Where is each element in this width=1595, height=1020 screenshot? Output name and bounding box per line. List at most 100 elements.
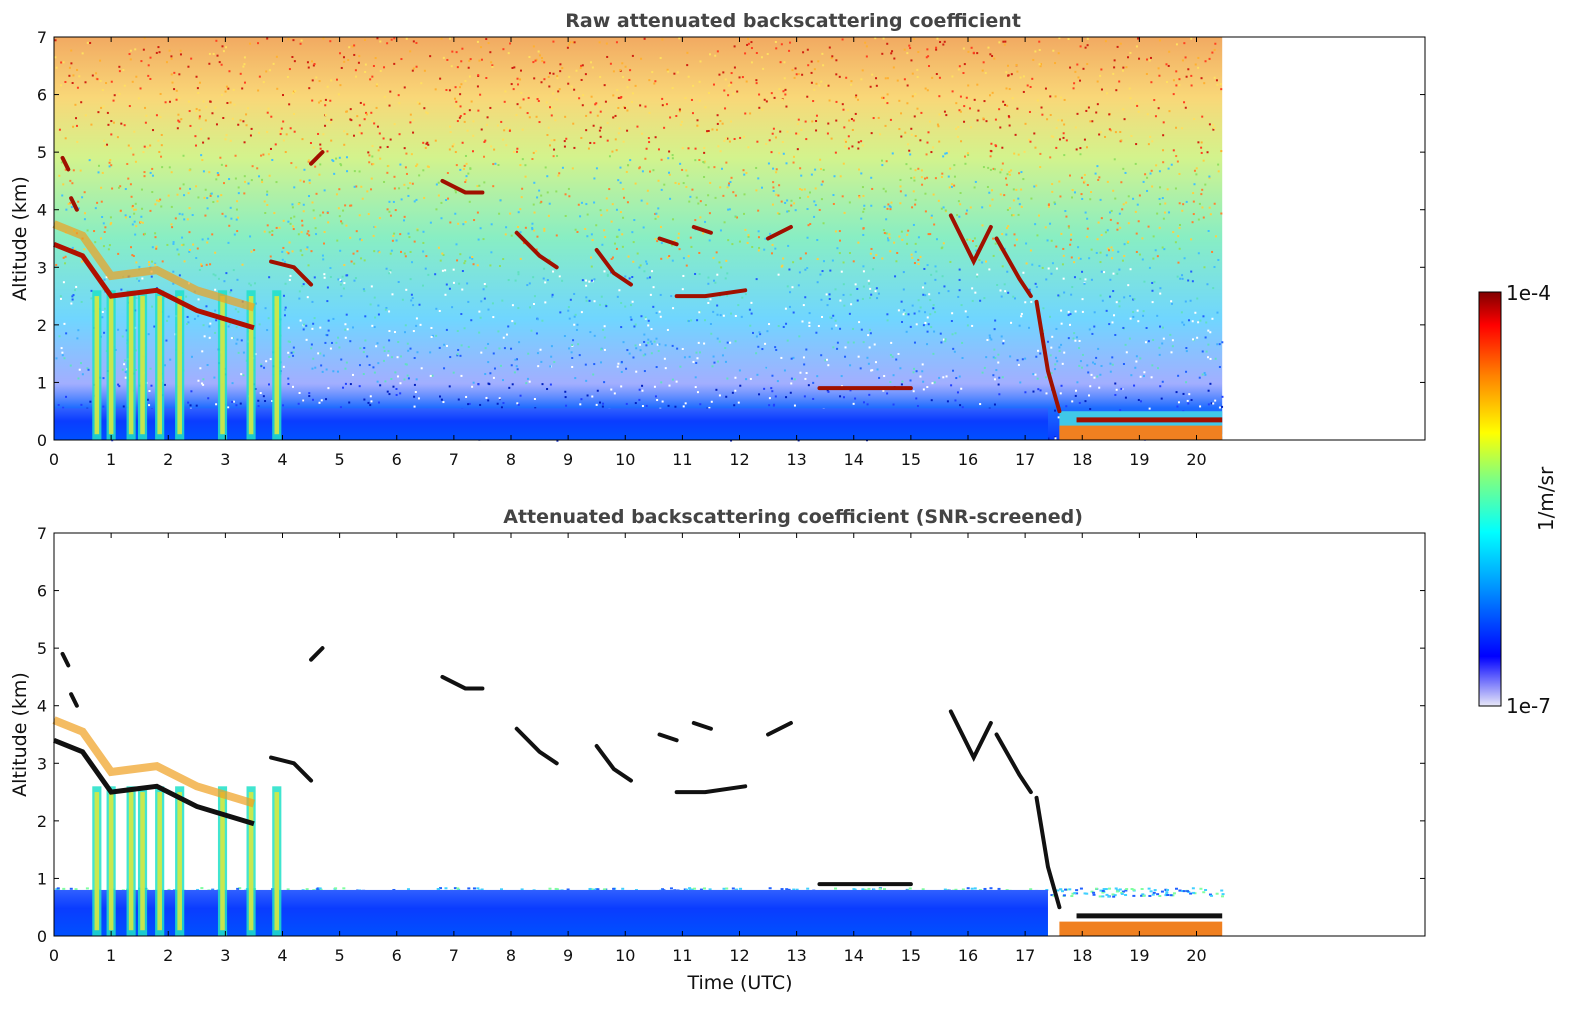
noise-speck	[455, 243, 458, 246]
noise-speck	[599, 135, 602, 138]
noise-speck	[1161, 197, 1164, 200]
noise-speck	[681, 168, 684, 171]
noise-speck	[538, 189, 541, 192]
noise-speck	[90, 297, 93, 300]
noise-speck	[306, 296, 309, 299]
noise-speck	[1119, 226, 1122, 229]
x-tick-label: 5	[335, 946, 345, 965]
noise-speck	[811, 120, 814, 123]
x-tick-label: 4	[277, 450, 287, 469]
noise-speck	[758, 393, 761, 396]
noise-speck	[126, 162, 129, 165]
noise-speck	[1052, 894, 1056, 897]
noise-speck	[217, 195, 220, 198]
noise-speck	[1031, 263, 1034, 266]
noise-speck	[460, 60, 463, 63]
noise-speck	[614, 114, 617, 117]
noise-speck	[1038, 40, 1041, 43]
noise-speck	[243, 56, 246, 59]
noise-speck	[358, 124, 361, 127]
noise-speck	[555, 98, 558, 101]
noise-speck	[128, 53, 131, 56]
noise-speck	[293, 60, 296, 63]
noise-speck	[973, 887, 977, 890]
noise-speck	[1074, 339, 1077, 342]
noise-speck	[310, 343, 313, 346]
noise-speck	[808, 312, 811, 315]
noise-speck	[412, 131, 415, 134]
noise-speck	[810, 81, 813, 84]
noise-speck	[352, 252, 355, 255]
noise-speck	[820, 183, 823, 186]
noise-speck	[302, 210, 305, 213]
noise-speck	[351, 326, 354, 329]
noise-speck	[1017, 197, 1020, 200]
y-tick-label: 1	[37, 373, 47, 392]
noise-speck	[1049, 222, 1052, 225]
noise-speck	[968, 107, 971, 110]
noise-speck	[490, 61, 493, 64]
noise-speck	[1039, 65, 1042, 68]
noise-speck	[497, 330, 500, 333]
noise-speck	[854, 112, 857, 115]
noise-speck	[881, 164, 884, 167]
noise-speck	[236, 338, 239, 341]
noise-speck	[406, 342, 409, 345]
noise-speck	[641, 405, 644, 408]
noise-speck	[1115, 388, 1118, 391]
noise-speck	[371, 119, 374, 122]
noise-speck	[1104, 888, 1108, 891]
noise-speck	[59, 297, 62, 300]
noise-speck	[260, 154, 263, 157]
noise-speck	[962, 72, 965, 75]
noise-speck	[595, 167, 598, 170]
noise-speck	[600, 295, 603, 298]
noise-speck	[312, 322, 315, 325]
noise-speck	[177, 119, 180, 122]
noise-speck	[982, 117, 985, 120]
noise-speck	[399, 382, 402, 385]
noise-speck	[282, 404, 285, 407]
noise-speck	[349, 236, 352, 239]
noise-speck	[290, 217, 293, 220]
noise-speck	[1058, 346, 1061, 349]
x-tick-label: 19	[1129, 450, 1149, 469]
noise-speck	[841, 103, 844, 106]
noise-speck	[142, 233, 145, 236]
noise-speck	[828, 293, 831, 296]
noise-speck	[1057, 416, 1060, 419]
noise-speck	[1121, 69, 1124, 72]
noise-speck	[412, 304, 415, 307]
noise-speck	[1135, 250, 1138, 253]
noise-speck	[657, 148, 660, 151]
noise-speck	[1010, 169, 1013, 172]
noise-speck	[220, 63, 223, 66]
noise-speck	[874, 361, 877, 364]
noise-speck	[249, 134, 252, 137]
noise-speck	[370, 400, 373, 403]
noise-speck	[164, 101, 167, 104]
noise-speck	[901, 238, 904, 241]
noise-speck	[468, 256, 471, 259]
noise-speck	[792, 311, 795, 314]
noise-speck	[875, 287, 878, 290]
noise-speck	[1105, 254, 1108, 257]
noise-speck	[271, 229, 274, 232]
noise-speck	[842, 293, 845, 296]
noise-speck	[933, 330, 936, 333]
noise-speck	[326, 85, 329, 88]
noise-speck	[290, 162, 293, 165]
noise-speck	[434, 88, 437, 91]
noise-speck	[120, 122, 123, 125]
noise-speck	[1050, 135, 1053, 138]
noise-speck	[75, 117, 78, 120]
noise-speck	[360, 132, 363, 135]
noise-speck	[1137, 320, 1140, 323]
noise-speck	[86, 41, 89, 44]
noise-speck	[1085, 892, 1089, 895]
noise-speck	[439, 395, 442, 398]
noise-speck	[1019, 76, 1022, 79]
noise-speck	[579, 215, 582, 218]
noise-speck	[898, 128, 901, 131]
noise-speck	[1120, 387, 1123, 390]
